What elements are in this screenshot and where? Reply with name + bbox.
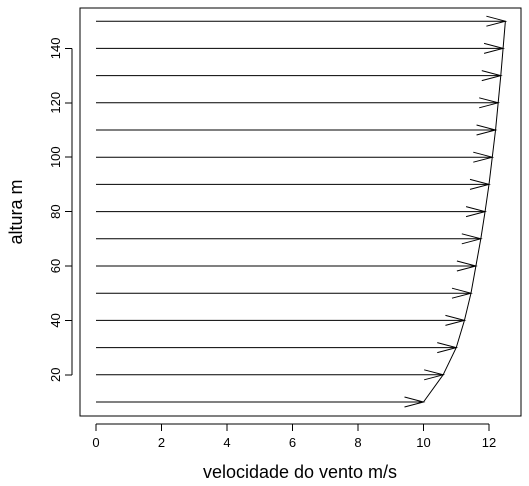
x-tick-label-8: 8 — [354, 435, 361, 450]
x-tick-label-12: 12 — [482, 435, 496, 450]
plot-frame — [79, 7, 522, 417]
y-tick-label-20: 20 — [48, 368, 63, 382]
x-axis: 0 2 4 6 8 10 12 — [92, 423, 496, 450]
x-tick-label-0: 0 — [92, 435, 99, 450]
y-axis: 20 40 60 80 100 120 140 — [48, 38, 73, 382]
x-tick-label-6: 6 — [289, 435, 296, 450]
y-tick-label-40: 40 — [48, 313, 63, 327]
y-axis-title: altura m — [6, 179, 26, 244]
y-tick-label-100: 100 — [48, 146, 63, 168]
y-tick-label-60: 60 — [48, 259, 63, 273]
x-axis-title: velocidade do vento m/s — [203, 462, 397, 482]
y-tick-label-140: 140 — [48, 38, 63, 60]
y-tick-label-120: 120 — [48, 92, 63, 114]
y-tick-label-80: 80 — [48, 204, 63, 218]
wind-profile-curve — [423, 21, 506, 403]
x-tick-label-2: 2 — [158, 435, 165, 450]
wind-arrows — [96, 15, 508, 408]
x-tick-label-10: 10 — [416, 435, 430, 450]
x-tick-label-4: 4 — [223, 435, 230, 450]
